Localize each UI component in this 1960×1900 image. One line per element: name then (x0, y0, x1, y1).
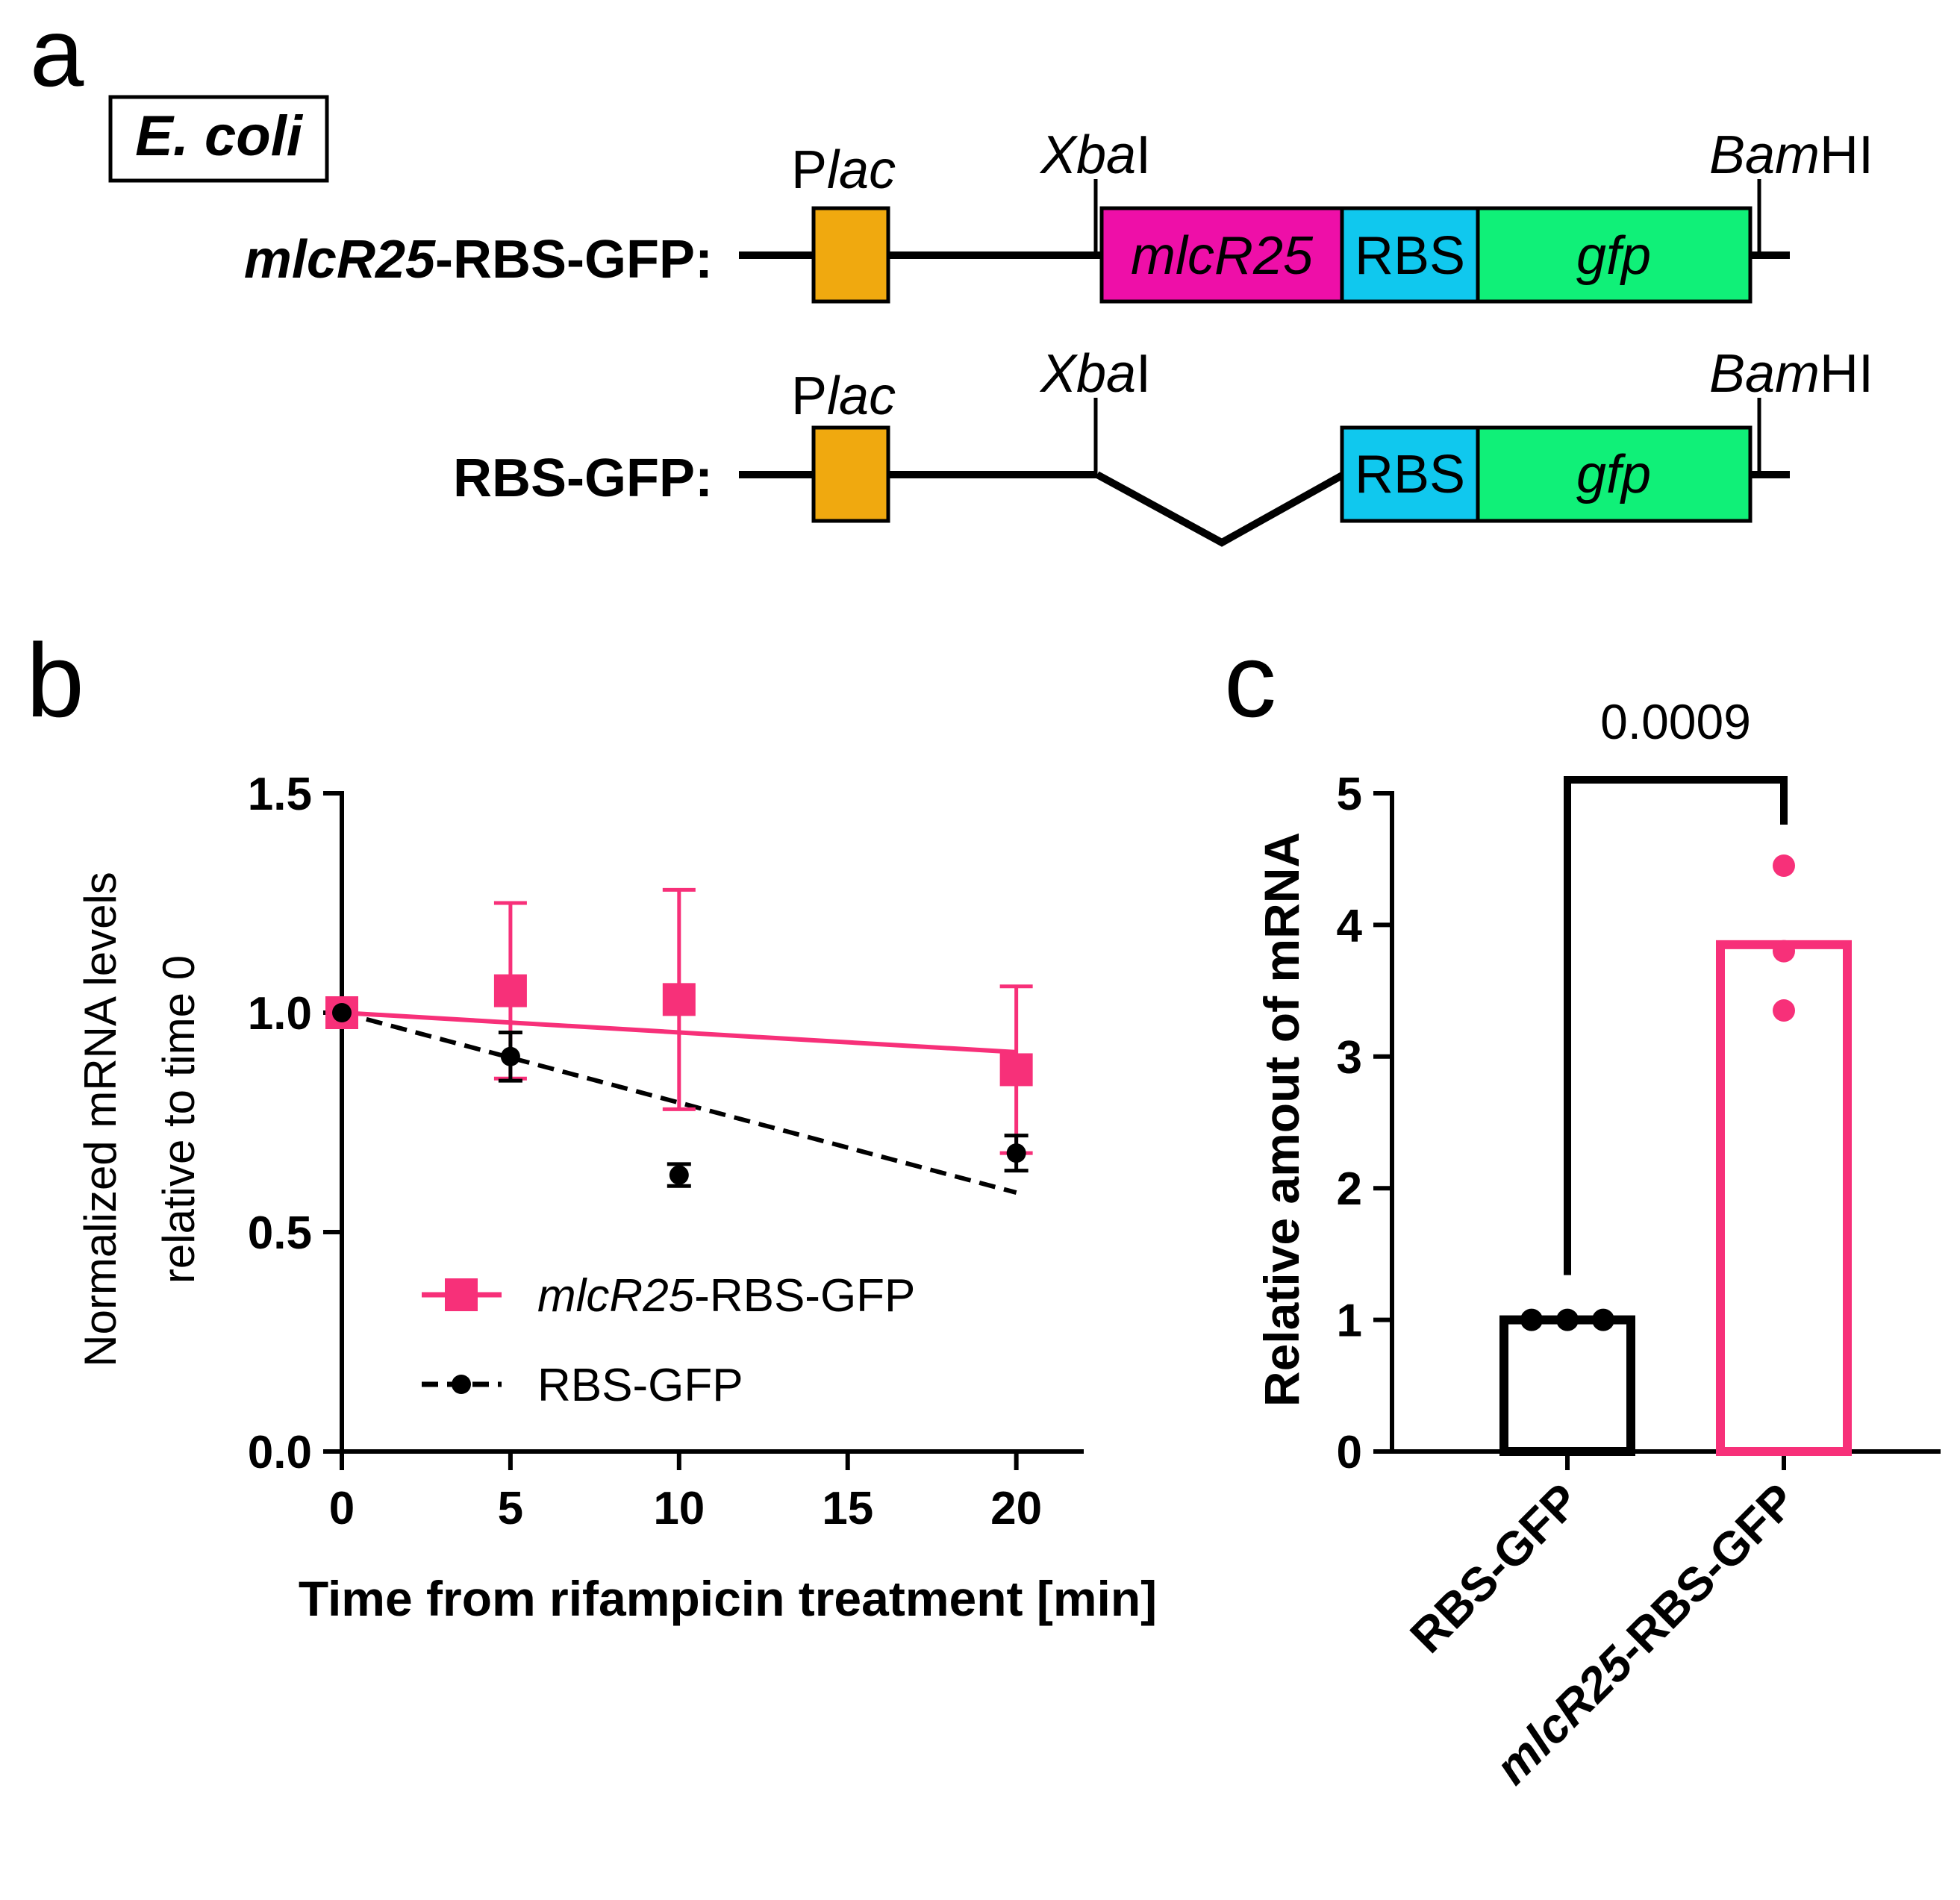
panel-c-points (1520, 854, 1795, 1331)
data-point-series-1 (500, 1046, 520, 1066)
construct1-gfp-label: gfp (1576, 226, 1651, 286)
bar-rbs-gfp (1499, 1315, 1635, 1456)
organism-label: E. coli (135, 104, 304, 168)
construct1-xbai-label: XbaI (1039, 125, 1151, 185)
y-tick-label: 1.0 (248, 988, 312, 1040)
construct2-gfp-box (1476, 425, 1753, 523)
y-tick-label: 5 (1337, 769, 1362, 820)
panel-a: a E. coli mlcR25-RBS-GFP: Plac XbaI mlcR… (30, 0, 1873, 547)
panel-b-axes: 0.0 0.5 1.0 1.5 0 5 10 15 20 Time from rifampicin… (75, 769, 1157, 1626)
organism-box (108, 95, 329, 183)
construct2-gfp-label: gfp (1576, 445, 1651, 504)
panel-b: b 0.0 0.5 1.0 1.5 0 5 10 15 20 Time from rifampic… (26, 622, 1157, 1626)
fit-line-series-1 (341, 1010, 1017, 1195)
construct1-promoter-label: Plac (791, 140, 896, 200)
y-axis-title-line2: relative to time 0 (154, 955, 204, 1284)
y-tick-label: 4 (1337, 900, 1363, 951)
construct1-rbs-box (1340, 206, 1480, 304)
replicate-point (1773, 940, 1795, 963)
legend-marker-series-0 (445, 1278, 478, 1311)
panel-c-significance: 0.0009 (1564, 694, 1788, 1275)
x-tick-label: 10 (653, 1483, 705, 1534)
data-point-series-1 (1006, 1143, 1026, 1163)
panel-c-letter: c (1224, 622, 1276, 739)
y-tick-label: 1.5 (248, 769, 312, 820)
construct1-mlcr25-box (1099, 206, 1344, 304)
panel-c-bars (1499, 940, 1852, 1456)
data-point-series-1 (669, 1165, 689, 1185)
replicate-point (1556, 1308, 1579, 1331)
construct1-mlcr25-label: mlcR25 (1131, 226, 1314, 286)
replicate-point (1592, 1308, 1614, 1331)
construct1-rbs-label: RBS (1355, 226, 1465, 286)
construct2-bamhi-label: BamHI (1709, 344, 1873, 404)
construct2-label: RBS-GFP: (453, 449, 713, 508)
legend-label-series-1: RBS-GFP (537, 1360, 743, 1411)
data-point-series-0 (662, 983, 696, 1016)
construct1-bamhi-label: BamHI (1709, 125, 1873, 185)
y-axis-title-line1: Normalized mRNA levels (75, 872, 125, 1367)
construct2-xbai-label: XbaI (1039, 344, 1151, 404)
x-tick-label: 0 (329, 1483, 355, 1534)
p-value-label: 0.0009 (1600, 694, 1751, 749)
y-axis-title: Relative amout of mRNA (1254, 832, 1309, 1407)
x-tick-label: 5 (498, 1483, 523, 1534)
y-tick-label: 0 (1337, 1427, 1362, 1478)
panel-a-letter: a (30, 0, 84, 107)
data-point-series-0 (999, 1053, 1033, 1087)
data-point-series-0 (493, 974, 527, 1007)
construct2-promoter-box (811, 425, 890, 523)
x-tick-label: RBS-GFP (1399, 1473, 1590, 1663)
x-tick-label: 15 (822, 1483, 873, 1534)
y-tick-label: 0.0 (248, 1427, 312, 1478)
construct2-deletion-line (1095, 471, 1346, 547)
y-tick-label: 2 (1337, 1163, 1362, 1215)
construct1-label: mlcR25-RBS-GFP: (244, 230, 713, 290)
y-tick-label: 1 (1337, 1296, 1362, 1347)
data-point-series-1 (332, 1003, 352, 1022)
replicate-point (1773, 854, 1795, 878)
construct1-gfp-box (1476, 206, 1753, 304)
legend-label-series-0: mlcR25-RBS-GFP (537, 1270, 915, 1322)
legend-marker-series-1 (452, 1375, 471, 1394)
construct2-promoter-label: Plac (791, 366, 896, 426)
x-tick-label: 20 (990, 1483, 1042, 1534)
x-axis-title: Time from rifampicin treatment [min] (299, 1571, 1157, 1626)
panel-b-legend: mlcR25-RBS-GFP RBS-GFP (422, 1270, 915, 1411)
panel-b-markers (325, 974, 1033, 1185)
replicate-point (1520, 1308, 1543, 1331)
y-tick-label: 3 (1337, 1032, 1362, 1084)
significance-bracket (1564, 776, 1788, 1275)
panel-b-letter: b (26, 622, 84, 739)
replicate-point (1773, 999, 1795, 1022)
y-tick-label: 0.5 (248, 1207, 312, 1259)
construct1-promoter-box (811, 206, 890, 304)
construct2-rbs-label: RBS (1355, 445, 1465, 504)
